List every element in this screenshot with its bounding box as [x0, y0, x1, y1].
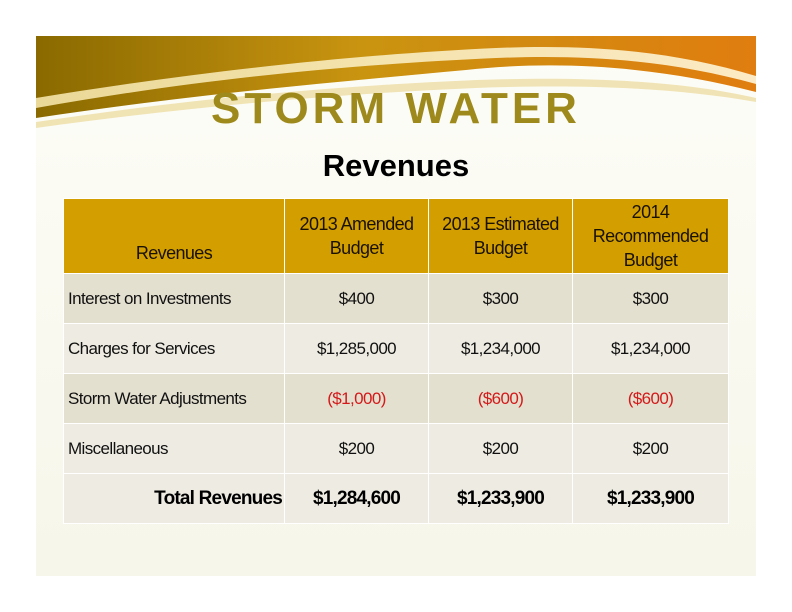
cell-2013-estimated: $300 — [428, 273, 573, 324]
total-label: Total Revenues — [63, 473, 285, 524]
cell-2014-recommended: ($600) — [572, 373, 729, 424]
row-label: Charges for Services — [63, 323, 285, 374]
table-row: Storm Water Adjustments ($1,000) ($600) … — [63, 373, 729, 424]
total-2014-recommended: $1,233,900 — [572, 473, 729, 524]
cell-2013-amended: $400 — [284, 273, 429, 324]
slide-subtitle: Revenues — [322, 148, 470, 183]
column-header-2014-recommended: 2014 Recommended Budget — [572, 198, 729, 274]
column-header-2013-estimated: 2013 Estimated Budget — [428, 198, 573, 274]
total-2013-amended: $1,284,600 — [284, 473, 429, 524]
table-header-row: Revenues 2013 Amended Budget 2013 Estima… — [63, 198, 729, 274]
cell-2014-recommended: $1,234,000 — [572, 323, 729, 374]
slide-title: STORM WATER — [211, 84, 581, 133]
column-header-revenues: Revenues — [63, 198, 285, 274]
total-2013-estimated: $1,233,900 — [428, 473, 573, 524]
table-row: Miscellaneous $200 $200 $200 — [63, 423, 729, 474]
cell-2013-estimated: ($600) — [428, 373, 573, 424]
cell-2014-recommended: $200 — [572, 423, 729, 474]
cell-2013-amended: $1,285,000 — [284, 323, 429, 374]
cell-2013-amended: ($1,000) — [284, 373, 429, 424]
slide: STORM WATER Revenues Revenues 2013 Amend… — [36, 36, 756, 576]
column-header-2013-amended: 2013 Amended Budget — [284, 198, 429, 274]
cell-2013-estimated: $1,234,000 — [428, 323, 573, 374]
total-row: Total Revenues $1,284,600 $1,233,900 $1,… — [63, 473, 729, 524]
row-label: Miscellaneous — [63, 423, 285, 474]
row-label: Interest on Investments — [63, 273, 285, 324]
cell-2013-estimated: $200 — [428, 423, 573, 474]
revenues-table: Revenues 2013 Amended Budget 2013 Estima… — [63, 198, 729, 524]
cell-2014-recommended: $300 — [572, 273, 729, 324]
table-row: Interest on Investments $400 $300 $300 — [63, 273, 729, 324]
table-row: Charges for Services $1,285,000 $1,234,0… — [63, 323, 729, 374]
cell-2013-amended: $200 — [284, 423, 429, 474]
decorative-swoosh — [36, 36, 756, 128]
row-label: Storm Water Adjustments — [63, 373, 285, 424]
